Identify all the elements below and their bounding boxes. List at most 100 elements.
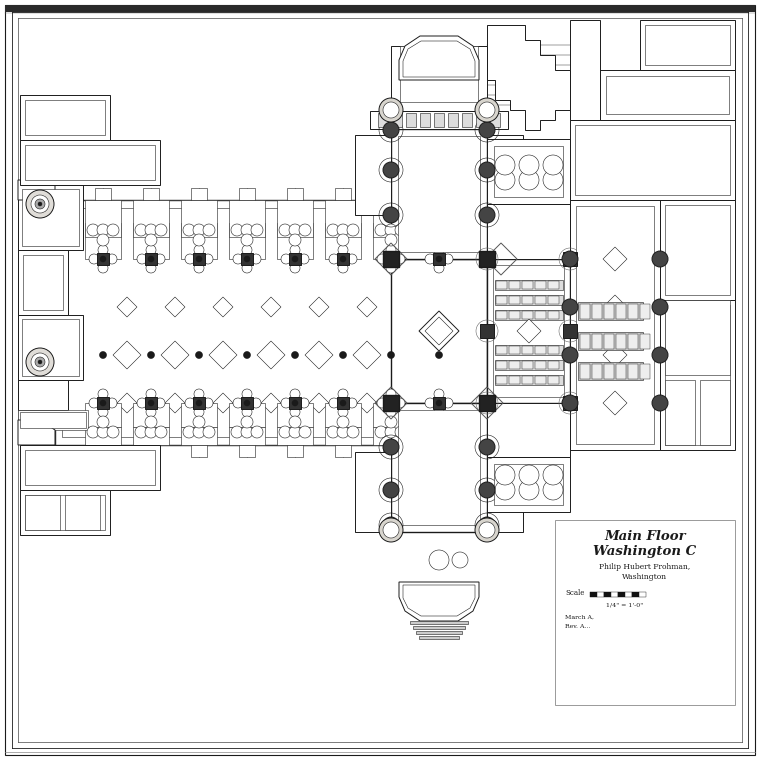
Circle shape (433, 224, 445, 236)
Bar (18, 250, 68, 315)
Circle shape (146, 407, 156, 417)
Circle shape (479, 439, 495, 455)
Bar (421, 427, 457, 445)
Circle shape (443, 426, 455, 438)
Bar (548, 361, 559, 369)
Polygon shape (413, 626, 465, 629)
Circle shape (35, 199, 45, 209)
Bar (665, 205, 730, 295)
Circle shape (385, 426, 397, 438)
Circle shape (292, 256, 298, 262)
Polygon shape (305, 341, 333, 369)
Bar (325, 403, 361, 427)
Bar (563, 252, 577, 266)
Bar (392, 113, 402, 127)
Text: Scale: Scale (565, 589, 584, 597)
Bar (570, 120, 735, 200)
Bar (597, 592, 604, 597)
Circle shape (98, 407, 108, 417)
Bar (640, 304, 650, 319)
Bar (25, 450, 155, 485)
Circle shape (193, 234, 205, 246)
Bar (555, 520, 735, 705)
Circle shape (289, 224, 301, 236)
Bar (496, 281, 507, 289)
Bar (191, 188, 207, 200)
Circle shape (519, 480, 539, 500)
Polygon shape (517, 319, 541, 343)
Polygon shape (410, 621, 468, 624)
Circle shape (543, 480, 563, 500)
Bar (20, 445, 160, 490)
Circle shape (652, 251, 668, 267)
Bar (391, 129, 487, 259)
Circle shape (383, 207, 399, 223)
Bar (616, 334, 626, 349)
Bar (193, 253, 205, 265)
Bar (476, 113, 486, 127)
Circle shape (89, 398, 99, 408)
Circle shape (290, 389, 300, 399)
Circle shape (31, 353, 49, 371)
Circle shape (100, 400, 106, 406)
Circle shape (327, 426, 339, 438)
Circle shape (543, 465, 563, 485)
Bar (431, 188, 447, 200)
Bar (522, 311, 533, 319)
Bar (632, 592, 639, 597)
Bar (548, 311, 559, 319)
Circle shape (385, 416, 397, 428)
Bar (22, 189, 79, 246)
Bar (604, 334, 614, 349)
Bar (145, 397, 157, 409)
Bar (398, 410, 480, 525)
Circle shape (231, 426, 243, 438)
Circle shape (375, 426, 387, 438)
Bar (20, 140, 160, 185)
Bar (479, 395, 495, 411)
Polygon shape (117, 393, 137, 413)
Polygon shape (309, 393, 329, 413)
Bar (700, 380, 730, 445)
Circle shape (146, 263, 156, 273)
Bar (660, 200, 735, 300)
Circle shape (145, 416, 157, 428)
Circle shape (242, 407, 252, 417)
Bar (578, 362, 643, 380)
Bar (400, 46, 478, 102)
Circle shape (292, 351, 299, 359)
Polygon shape (403, 41, 475, 77)
Bar (133, 403, 169, 427)
Bar (229, 427, 265, 445)
Bar (289, 253, 301, 265)
Bar (239, 188, 255, 200)
Bar (496, 361, 507, 369)
Bar (493, 265, 564, 397)
Polygon shape (453, 393, 473, 413)
Circle shape (475, 98, 499, 122)
Circle shape (434, 263, 444, 273)
Bar (522, 376, 533, 384)
Circle shape (185, 254, 195, 264)
Circle shape (375, 224, 387, 236)
Bar (241, 253, 253, 265)
Bar (337, 397, 349, 409)
Polygon shape (603, 391, 627, 415)
Circle shape (241, 416, 253, 428)
Circle shape (519, 465, 539, 485)
Bar (548, 281, 559, 289)
Circle shape (279, 426, 291, 438)
Circle shape (89, 254, 99, 264)
Bar (62, 208, 488, 437)
Circle shape (38, 360, 42, 364)
Bar (548, 376, 559, 384)
Polygon shape (419, 636, 459, 639)
Polygon shape (453, 297, 473, 317)
Bar (639, 592, 646, 597)
Bar (385, 253, 397, 265)
Circle shape (97, 426, 109, 438)
Circle shape (388, 351, 394, 359)
Bar (65, 495, 100, 530)
Circle shape (194, 245, 204, 255)
Circle shape (183, 224, 195, 236)
